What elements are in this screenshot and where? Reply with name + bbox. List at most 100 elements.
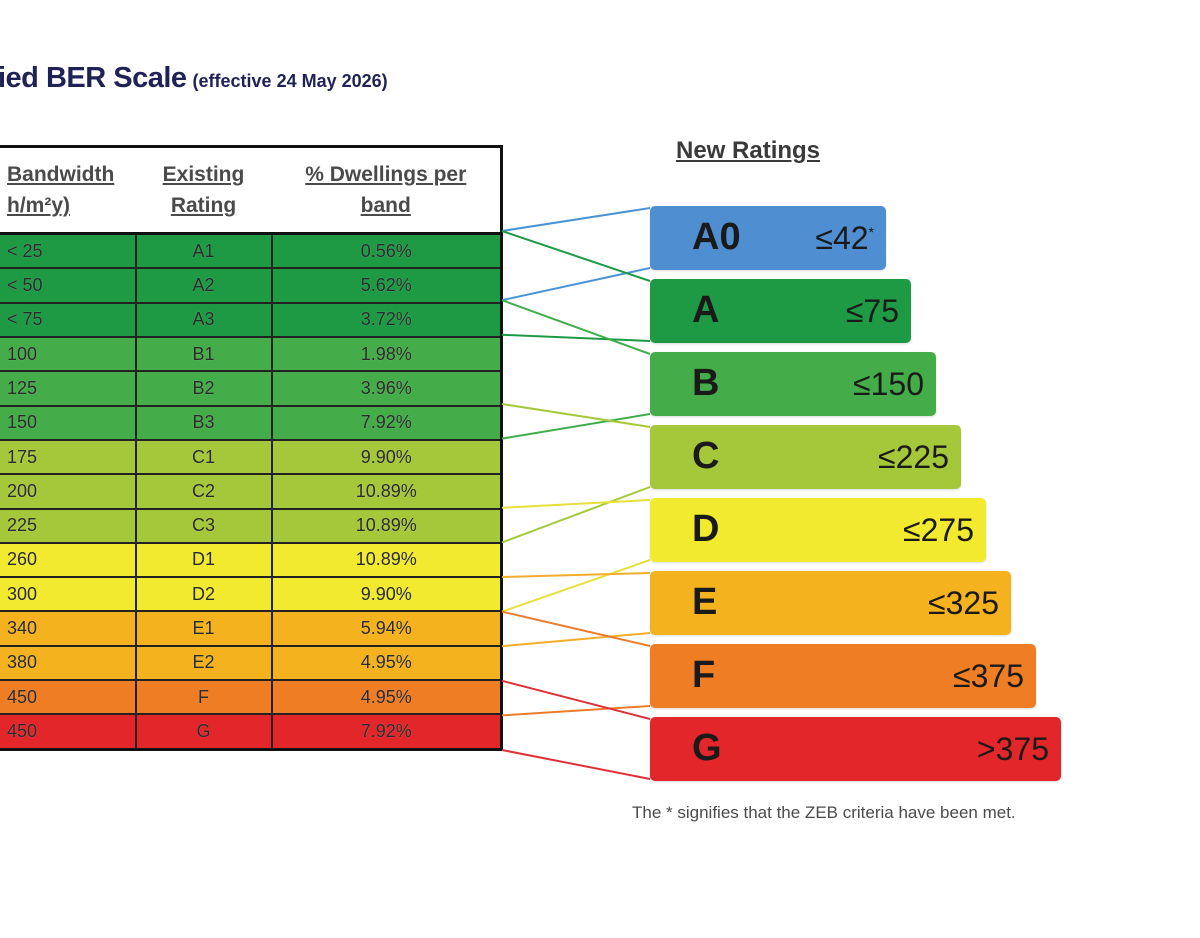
rating-limit-value: ≤75	[845, 293, 899, 329]
connector-line	[501, 679, 651, 720]
rating-letter: D	[692, 508, 720, 550]
rating-cell: C2	[134, 473, 273, 510]
title-main: ied BER Scale	[0, 62, 187, 94]
bandwidth-cell: 260	[0, 541, 137, 579]
table-row: < 25 A1 0.56%	[0, 232, 503, 270]
rating-bar-c: C ≤225	[650, 425, 961, 489]
rating-limit-value: ≤225	[878, 439, 949, 475]
table-row: 200 C2 10.89%	[0, 473, 503, 510]
pct-cell: 5.62%	[270, 267, 503, 304]
table-row: 380 E2 4.95%	[0, 644, 503, 682]
connector-line	[501, 413, 651, 440]
rating-bar-a0: A0 ≤42*	[650, 206, 886, 270]
table-header-row: Bandwidth h/m²y) Existing Rating % Dwell…	[0, 146, 502, 234]
rating-bar-d: D ≤275	[650, 498, 986, 562]
table-row: 450 G 7.92%	[0, 713, 503, 751]
connector-line	[501, 333, 651, 342]
rating-bar-b: B ≤150	[650, 352, 936, 416]
header-existing-rating-line2: Rating	[170, 193, 237, 217]
bandwidth-cell: < 25	[0, 232, 137, 270]
connector-line	[501, 632, 651, 648]
title-sub: (effective 24 May 2026)	[192, 71, 388, 91]
pct-cell: 4.95%	[270, 644, 503, 682]
footnote: The * signifies that the ZEB criteria ha…	[632, 803, 1016, 822]
pct-cell: 4.95%	[270, 679, 503, 716]
header-dwellings-pct-line2: band	[360, 193, 411, 217]
rating-letter: E	[692, 581, 718, 623]
pct-cell: 7.92%	[270, 404, 503, 441]
table-row: 100 B1 1.98%	[0, 335, 503, 373]
connector-line	[501, 572, 651, 578]
pct-cell: 5.94%	[270, 610, 503, 647]
bandwidth-cell: 100	[0, 335, 137, 373]
header-bandwidth-line2: h/m²y)	[7, 193, 70, 217]
rating-letter: F	[692, 654, 716, 696]
rating-limit: ≤275	[903, 512, 974, 549]
rating-cell: A1	[134, 232, 273, 270]
rating-cell: D1	[134, 541, 273, 579]
header-existing-rating: Existing Rating	[135, 146, 272, 234]
rating-cell: B3	[134, 404, 273, 441]
table-row: 260 D1 10.89%	[0, 541, 503, 579]
connector-line	[501, 486, 651, 544]
connector-line	[501, 499, 651, 509]
rating-limit-value: ≤42	[815, 220, 869, 256]
connector-line	[501, 749, 651, 780]
table-row: < 75 A3 3.72%	[0, 301, 503, 338]
pct-cell: 0.56%	[270, 232, 503, 270]
pct-cell: 1.98%	[270, 335, 503, 373]
table-row: 340 E1 5.94%	[0, 610, 503, 647]
rating-limit-value: ≤275	[903, 512, 974, 548]
rating-letter: A	[692, 289, 720, 331]
rating-cell: C3	[134, 507, 273, 544]
rating-bar-g: G >375	[650, 717, 1061, 781]
rating-limit: ≤75	[846, 293, 899, 330]
table-row: 175 C1 9.90%	[0, 438, 503, 476]
connector-line	[501, 403, 651, 428]
pct-cell: 7.92%	[270, 713, 503, 751]
rating-cell: E2	[134, 644, 273, 682]
pct-cell: 10.89%	[270, 507, 503, 544]
rating-bar-f: F ≤375	[650, 644, 1036, 708]
rating-cell: D2	[134, 576, 273, 613]
rating-letter: C	[692, 435, 720, 477]
existing-ratings-table: Bandwidth h/m²y) Existing Rating % Dwell…	[0, 145, 503, 751]
page-title: ied BER Scale (effective 24 May 2026)	[0, 62, 388, 95]
connector-line	[501, 610, 651, 647]
rating-limit: ≤325	[928, 585, 999, 622]
pct-cell: 3.72%	[270, 301, 503, 338]
rating-cell: B1	[134, 335, 273, 373]
rating-cell: E1	[134, 610, 273, 647]
bandwidth-cell: 175	[0, 438, 137, 476]
rating-cell: A3	[134, 301, 273, 338]
rating-cell: B2	[134, 370, 273, 407]
pct-cell: 10.89%	[270, 473, 503, 510]
rating-limit-value: ≤375	[953, 658, 1024, 694]
rating-bar-e: E ≤325	[650, 571, 1011, 635]
header-bandwidth-line1: Bandwidth	[7, 162, 115, 186]
rating-limit: >375	[977, 731, 1049, 768]
table-row: 125 B2 3.96%	[0, 370, 503, 407]
header-bandwidth: Bandwidth h/m²y)	[0, 146, 136, 234]
new-ratings-label: New Ratings	[676, 137, 821, 164]
bandwidth-cell: 300	[0, 576, 137, 613]
bandwidth-cell: 125	[0, 370, 137, 407]
bandwidth-cell: 450	[0, 679, 137, 716]
table-body: < 25 A1 0.56% < 50 A2 5.62% < 75 A3 3.72% 100 B1 1.…	[0, 232, 503, 751]
rating-cell: C1	[134, 438, 273, 476]
bandwidth-cell: 200	[0, 473, 137, 510]
pct-cell: 10.89%	[270, 541, 503, 579]
rating-limit: ≤225	[878, 439, 949, 476]
connector-line	[501, 299, 651, 355]
bandwidth-cell: 380	[0, 644, 137, 682]
rating-limit-value: ≤150	[853, 366, 924, 402]
rating-limit-value: >375	[976, 731, 1049, 767]
table-row: < 50 A2 5.62%	[0, 267, 503, 304]
rating-bar-a: A ≤75	[650, 279, 911, 343]
bandwidth-cell: 225	[0, 507, 137, 544]
bandwidth-cell: 450	[0, 713, 137, 751]
rating-letter: B	[692, 362, 720, 404]
rating-limit-value: ≤325	[928, 585, 999, 621]
connector-line	[501, 559, 651, 613]
